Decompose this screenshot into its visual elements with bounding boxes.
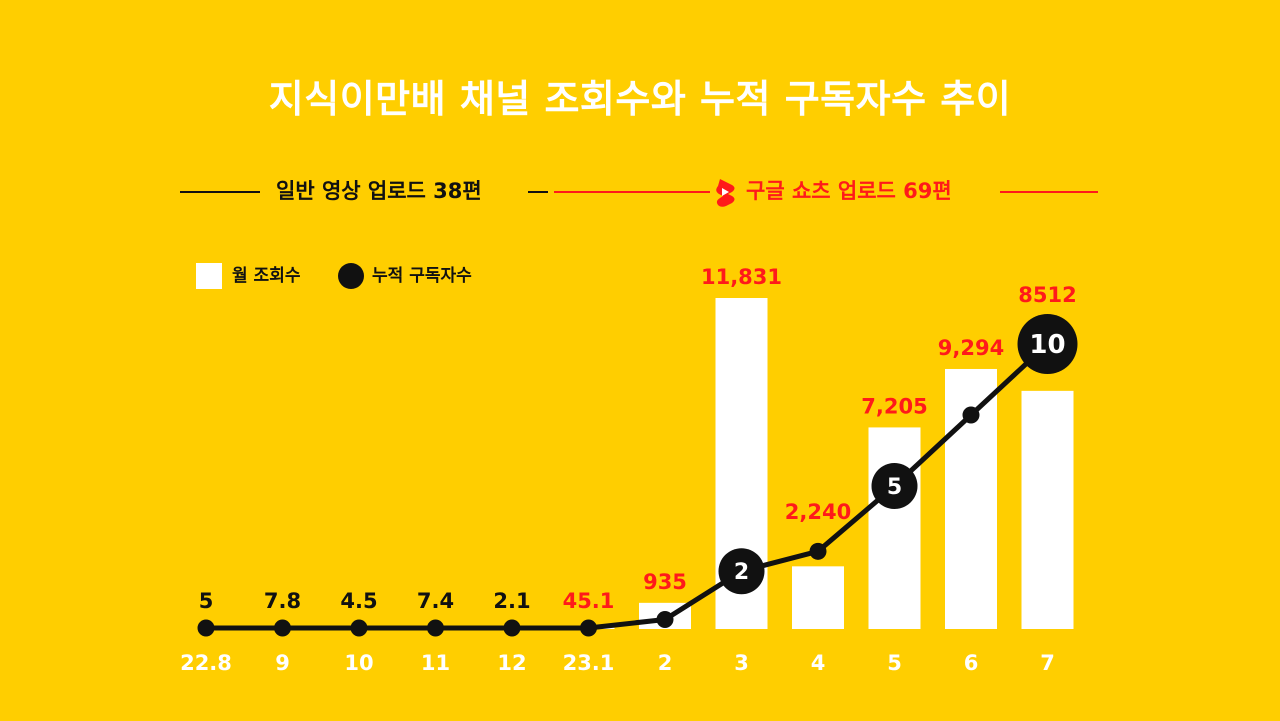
legend-line-label: 누적 구독자수 bbox=[372, 266, 472, 286]
value-label-6: 9,294 bbox=[938, 336, 1004, 360]
value-label-23.1: 45.1 bbox=[563, 589, 615, 613]
value-label-22.8: 5 bbox=[199, 589, 214, 613]
subscriber-marker-label-3: 2 bbox=[734, 560, 749, 585]
value-label-12: 2.1 bbox=[493, 589, 530, 613]
x-tick-label-6: 6 bbox=[964, 651, 979, 675]
value-label-7: 8512 bbox=[1018, 283, 1076, 307]
subscriber-marker-3 bbox=[718, 548, 765, 595]
value-label-3: 11,831 bbox=[701, 265, 782, 289]
subscriber-point-22.8 bbox=[197, 619, 215, 637]
x-tick-label-9: 9 bbox=[275, 651, 290, 675]
subscriber-point-12 bbox=[503, 619, 521, 637]
subscriber-point-6 bbox=[962, 406, 980, 424]
subscriber-marker-7 bbox=[1017, 314, 1078, 374]
legend-bar-swatch bbox=[196, 263, 222, 289]
phase-line-shorts-left bbox=[554, 191, 710, 193]
value-label-5: 7,205 bbox=[861, 394, 927, 418]
x-tick-label-11: 11 bbox=[421, 651, 450, 675]
value-label-2: 935 bbox=[643, 570, 687, 594]
x-tick-label-4: 4 bbox=[811, 651, 826, 675]
subscriber-point-4 bbox=[809, 542, 827, 560]
x-tick-label-10: 10 bbox=[344, 651, 373, 675]
subscriber-marker-label-5: 5 bbox=[887, 475, 902, 500]
subscriber-point-2 bbox=[656, 610, 674, 628]
phase-line-regular-left bbox=[180, 191, 260, 193]
chart-title: 지식이만배 채널 조회수와 누적 구독자수 추이 bbox=[268, 77, 1012, 121]
upload-phase-row: 일반 영상 업로드 38편 구글 쇼츠 업로드 69편 bbox=[0, 174, 1280, 208]
subscriber-marker-5 bbox=[871, 463, 918, 509]
value-label-9: 7.8 bbox=[264, 589, 301, 613]
x-tick-label-22.8: 22.8 bbox=[180, 651, 232, 675]
subscriber-point-11 bbox=[427, 619, 444, 637]
x-tick-label-2: 2 bbox=[658, 651, 673, 675]
subscriber-marker-label-7: 10 bbox=[1029, 330, 1065, 360]
phase-line-shorts-right bbox=[1000, 191, 1098, 193]
value-label-10: 4.5 bbox=[340, 589, 377, 613]
value-label-11: 7.4 bbox=[417, 589, 454, 613]
legend-bar-label: 월 조회수 bbox=[232, 266, 301, 286]
bar-7 bbox=[1021, 390, 1074, 629]
x-tick-label-12: 12 bbox=[497, 651, 526, 675]
legend-line-swatch bbox=[338, 263, 364, 289]
x-tick-label-3: 3 bbox=[734, 651, 749, 675]
phase-line-regular-right bbox=[528, 191, 548, 193]
x-tick-label-7: 7 bbox=[1040, 651, 1055, 675]
x-tick-label-5: 5 bbox=[887, 651, 902, 675]
subscriber-point-9 bbox=[274, 619, 291, 637]
x-tick-label-23.1: 23.1 bbox=[563, 651, 615, 675]
subscriber-line bbox=[206, 342, 1050, 631]
phase-label-shorts: 구글 쇼츠 업로드 69편 bbox=[746, 179, 952, 203]
subscriber-point-10 bbox=[350, 619, 368, 637]
phase-label-regular: 일반 영상 업로드 38편 bbox=[276, 179, 482, 203]
bar-5 bbox=[868, 427, 921, 629]
value-label-4: 2,240 bbox=[785, 500, 851, 524]
bar-4 bbox=[792, 566, 844, 629]
subscriber-point-23.1 bbox=[580, 619, 597, 637]
youtube-shorts-icon bbox=[716, 179, 735, 207]
